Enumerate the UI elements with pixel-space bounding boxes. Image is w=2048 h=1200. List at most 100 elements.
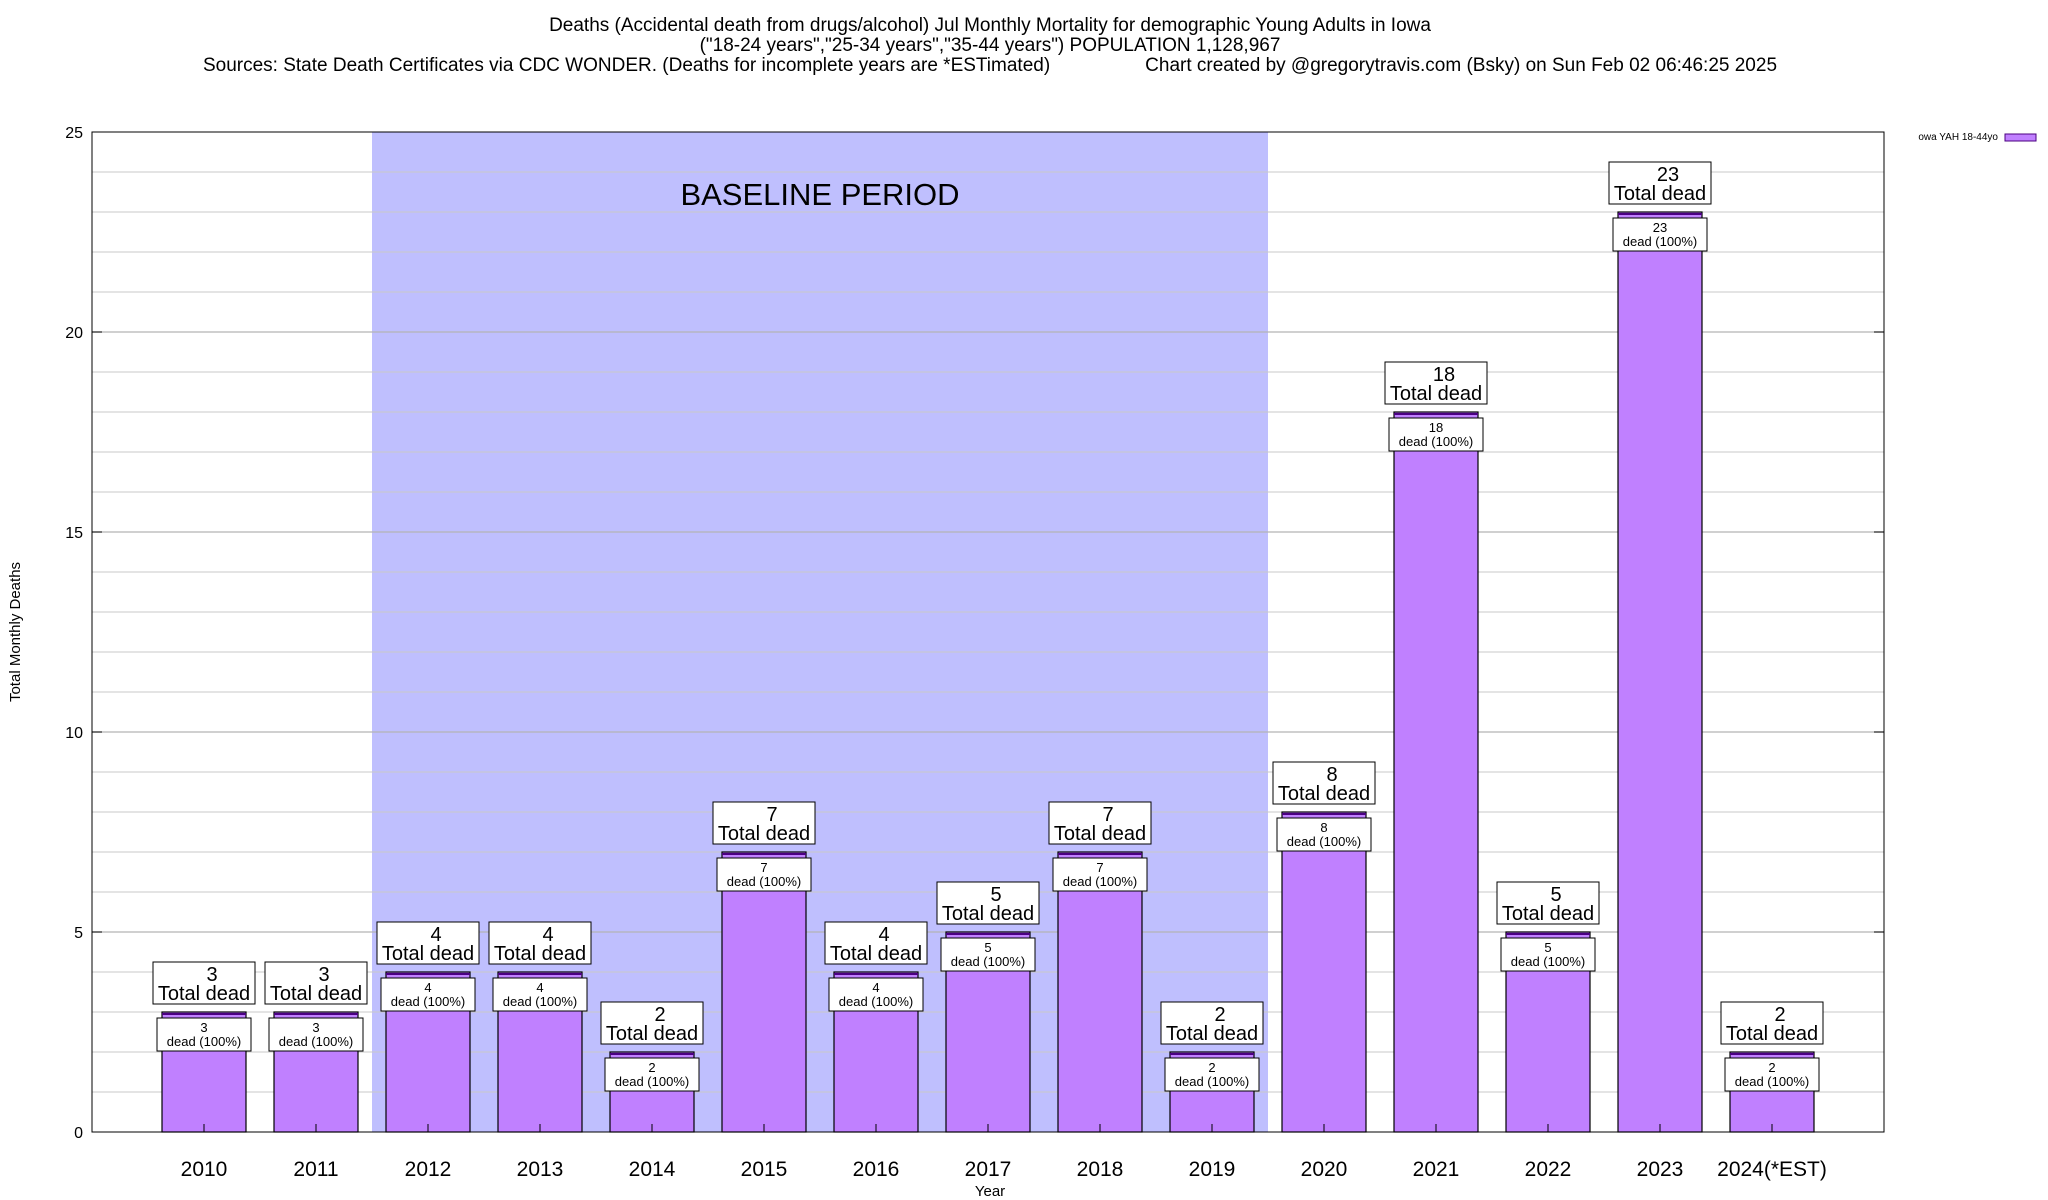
bar-inner-label-box [828,977,924,1012]
bar-total-label: Total dead [1502,903,1594,925]
bar-total-value: 8 [1326,764,1337,786]
bar [1057,851,1143,1133]
bar-total-value: 4 [542,924,553,946]
bar-total-label: Total dead [1390,383,1482,405]
chart-credit: Chart created by @gregorytravis.com (Bsk… [1145,55,1778,76]
bar-inner-label-box [1164,1057,1260,1092]
x-tick-label: 2016 [853,1158,900,1181]
x-tick-label: 2021 [1413,1158,1460,1181]
bar [1393,411,1479,1133]
bar-total-label: Total dead [1614,183,1706,205]
baseline-period-label: BASELINE PERIOD [680,177,959,212]
bar-inner-label-box [716,857,812,892]
x-tick-label: 2014 [629,1158,676,1181]
bar-inner-value: 5 [1544,940,1551,955]
bar-inner-suffix: dead (100%) [1623,234,1697,249]
bar-inner-value: 7 [1096,860,1103,875]
bar-total-value: 2 [1214,1004,1225,1026]
bar-total-label: Total dead [1278,783,1370,805]
bar-inner-value: 2 [1768,1060,1775,1075]
bar-total-label-box [376,921,480,965]
bar-inner-label-box [380,977,476,1012]
bar-total-value: 4 [878,924,889,946]
x-tick-label: 2013 [517,1158,564,1181]
y-tick-label: 0 [74,1125,83,1142]
bar [1617,211,1703,1133]
x-tick-label: 2019 [1189,1158,1236,1181]
y-tick-label: 10 [65,725,83,742]
bar-total-label-box [824,921,928,965]
chart-title-line-1: Deaths (Accidental death from drugs/alco… [549,15,1431,36]
bar-inner-suffix: dead (100%) [1287,834,1361,849]
bar-total-value: 2 [654,1004,665,1026]
bar-inner-value: 7 [760,860,767,875]
x-tick-label: 2011 [293,1158,338,1181]
bar-total-value: 23 [1657,164,1679,186]
bar-total-label: Total dead [494,943,586,965]
bar-inner-label-box [1052,857,1148,892]
bar-inner-label-box [156,1017,252,1052]
bar-total-label: Total dead [1054,823,1146,845]
bar-total-label-box [1384,361,1488,405]
bar-total-label: Total dead [158,983,250,1005]
bar-total-label-box [936,881,1040,925]
bar-total-value: 18 [1433,364,1455,386]
bar-inner-value: 4 [536,980,543,995]
chart-source-note: Sources: State Death Certificates via CD… [202,55,1051,76]
y-axis-title: Total Monthly Deaths [7,562,24,702]
bar-total-label-box [1272,761,1376,805]
bar-total-value: 3 [318,964,329,986]
bar-total-value: 7 [1102,804,1113,826]
bar-inner-value: 3 [200,1020,207,1035]
bar-total-label-box [1496,881,1600,925]
bar-inner-label-box [492,977,588,1012]
bar-inner-value: 5 [984,940,991,955]
bar-total-value: 5 [990,884,1001,906]
x-tick-label: 2020 [1301,1158,1348,1181]
bar-total-label-box [1048,801,1152,845]
x-axis-title: Year [975,1183,1005,1200]
bar-total-label-box [712,801,816,845]
bar-inner-suffix: dead (100%) [167,1034,241,1049]
bar-inner-value: 4 [424,980,431,995]
bar-total-label: Total dead [606,1023,698,1045]
bar-inner-label-box [604,1057,700,1092]
bar-inner-label-box [940,937,1036,972]
bar-total-label-box [1160,1001,1264,1045]
bar-inner-value: 8 [1320,820,1327,835]
bar-total-label-box [1608,161,1712,205]
bar-total-label: Total dead [942,903,1034,925]
x-tick-label: 2018 [1077,1158,1124,1181]
bar-total-value: 7 [766,804,777,826]
chart-title-line-2: ("18-24 years","25-34 years","35-44 year… [699,35,1281,56]
bar-total-label-box [152,961,256,1005]
x-tick-label: 2017 [965,1158,1012,1181]
bar-inner-suffix: dead (100%) [615,1074,689,1089]
bar-inner-value: 2 [648,1060,655,1075]
x-tick-label: 2010 [181,1158,228,1181]
bar-inner-suffix: dead (100%) [1511,954,1585,969]
bar-total-value: 2 [1774,1004,1785,1026]
bar-inner-label-box [1388,417,1484,452]
bar-total-value: 3 [206,964,217,986]
bar-inner-suffix: dead (100%) [1735,1074,1809,1089]
x-tick-label: 2022 [1525,1158,1572,1181]
y-tick-label: 5 [74,925,83,942]
bar-total-label-box [264,961,368,1005]
bar-inner-label-box [268,1017,364,1052]
bar-inner-suffix: dead (100%) [1175,1074,1249,1089]
bar-total-label: Total dead [270,983,362,1005]
bar-inner-suffix: dead (100%) [727,874,801,889]
x-tick-label: 2012 [405,1158,452,1181]
legend-label: owa YAH 18-44yo [1918,132,1998,143]
x-tick-label: 2023 [1637,1158,1684,1181]
x-tick-label: 2024(*EST) [1717,1158,1827,1181]
bar-total-label-box [600,1001,704,1045]
bar-total-label: Total dead [382,943,474,965]
bar-inner-value: 2 [1208,1060,1215,1075]
bar-total-label: Total dead [718,823,810,845]
y-tick-label: 25 [65,125,83,142]
bar-total-label-box [1720,1001,1824,1045]
bar-inner-suffix: dead (100%) [503,994,577,1009]
